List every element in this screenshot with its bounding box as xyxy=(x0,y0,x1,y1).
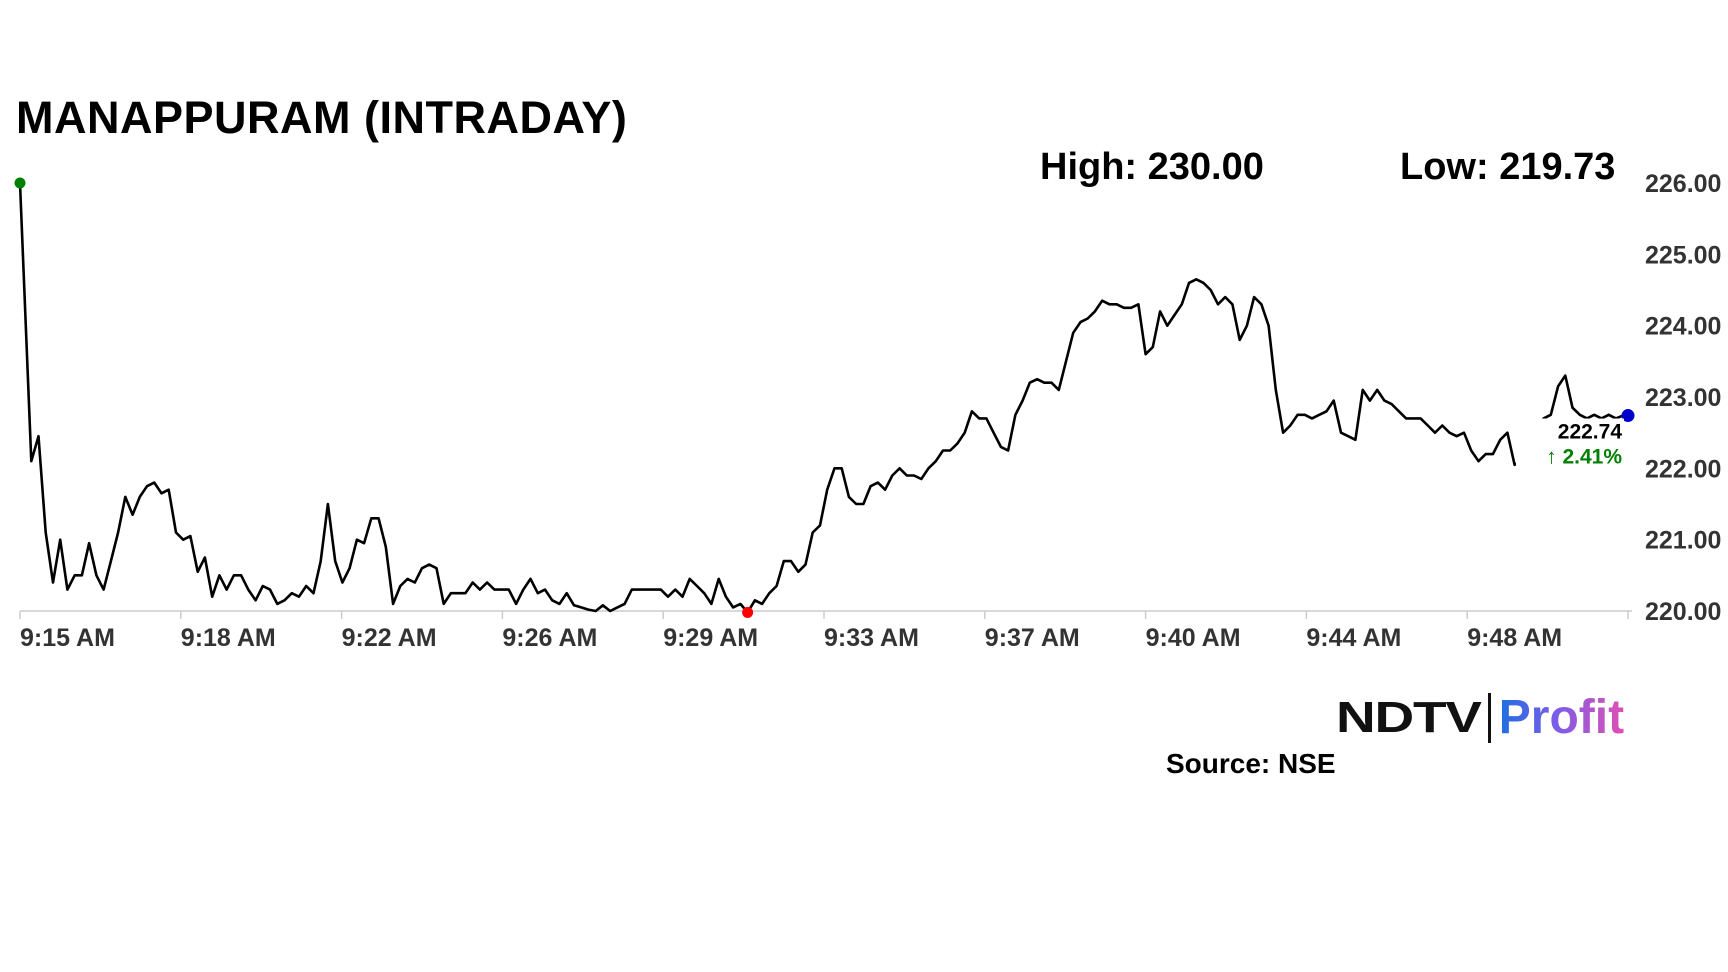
y-tick-label: 224.00 xyxy=(1645,313,1721,341)
x-tick-label: 9:48 AM xyxy=(1467,624,1562,652)
x-tick-label: 9:33 AM xyxy=(824,624,919,652)
x-tick-label: 9:15 AM xyxy=(20,624,115,652)
logo-profit-text: Profit xyxy=(1498,691,1625,744)
end-marker xyxy=(1621,409,1635,423)
x-tick-label: 9:26 AM xyxy=(502,624,597,652)
y-tick-label: 225.00 xyxy=(1645,241,1721,269)
chart-title: MANAPPURAM (INTRADAY) xyxy=(16,92,628,143)
logo-divider xyxy=(1487,692,1491,743)
x-tick-label: 9:40 AM xyxy=(1146,624,1241,652)
source-note: Source: NSE xyxy=(1166,748,1336,779)
high-value: High: 230.00 xyxy=(1040,146,1264,188)
price-series-line xyxy=(18,182,1628,614)
label-background xyxy=(1516,418,1624,471)
x-axis xyxy=(19,610,1632,619)
start-marker xyxy=(14,177,26,189)
y-tick-label: 222.00 xyxy=(1645,455,1721,483)
low-marker xyxy=(742,606,754,618)
change-percent-label: ↑ 2.41% xyxy=(1546,446,1622,469)
x-axis-labels: 9:15 AM 9:18 AM 9:22 AM 9:26 AM 9:29 AM 9:33 … xyxy=(20,624,1562,652)
x-tick-label: 9:44 AM xyxy=(1306,624,1401,652)
y-tick-label: 223.00 xyxy=(1645,384,1721,412)
x-tick-label: 9:37 AM xyxy=(985,624,1080,652)
x-tick-label: 9:22 AM xyxy=(342,624,437,652)
logo-ndtv-text: NDTV xyxy=(1336,692,1482,742)
low-value: Low: 219.73 xyxy=(1400,146,1616,188)
x-tick-label: 9:29 AM xyxy=(663,624,758,652)
last-price-label: 222.74 xyxy=(1558,421,1623,444)
series-markers xyxy=(14,177,1635,618)
y-axis-labels: 220.00 221.00 222.00 223.00 224.00 225.00 226.… xyxy=(1645,170,1721,626)
ndtv-profit-logo: NDTV Profit xyxy=(1336,690,1624,746)
y-tick-label: 220.00 xyxy=(1645,598,1721,626)
y-tick-label: 226.00 xyxy=(1645,170,1721,198)
y-tick-label: 221.00 xyxy=(1645,527,1721,555)
x-tick-label: 9:18 AM xyxy=(181,624,276,652)
